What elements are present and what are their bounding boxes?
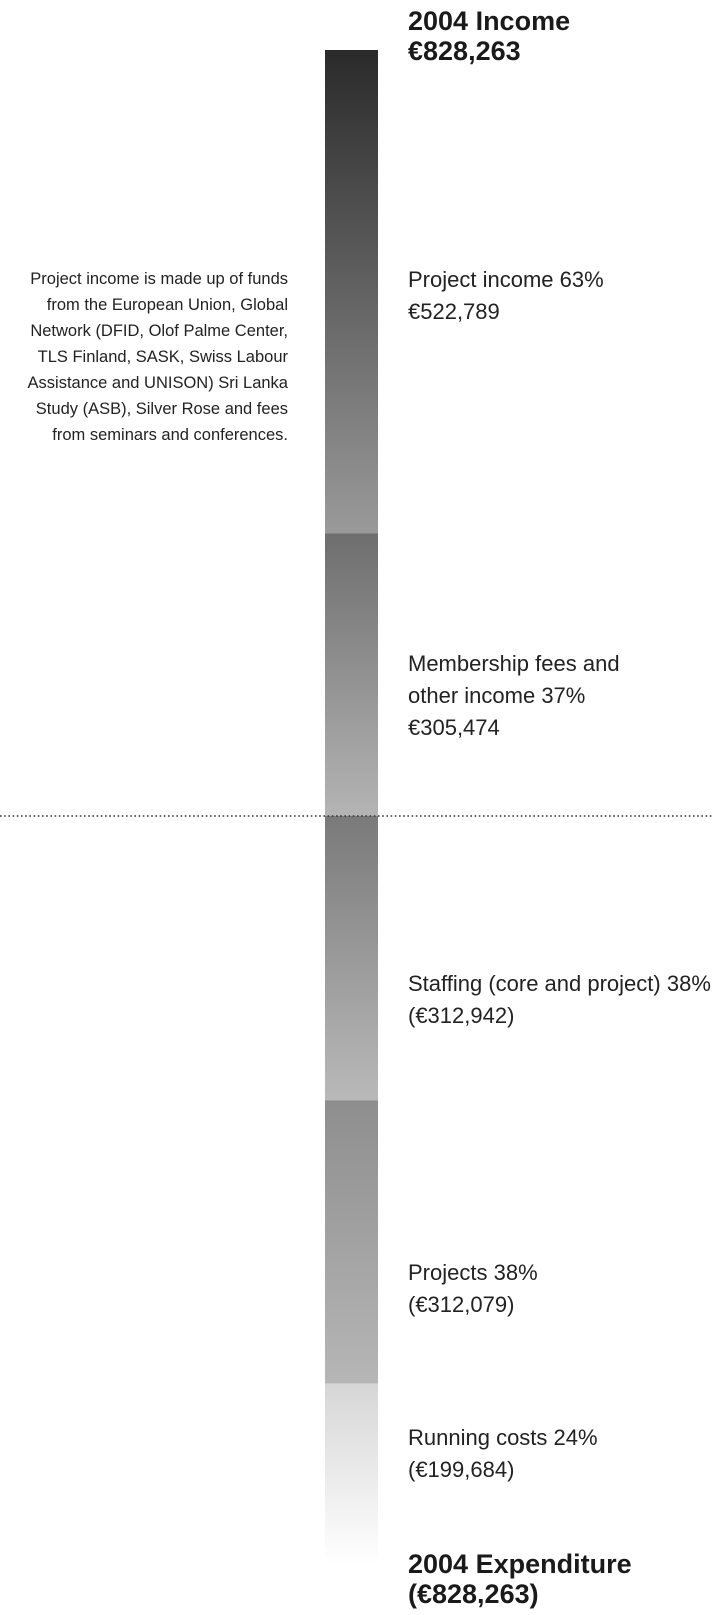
project-income-note: Project income is made up of funds from …: [27, 270, 288, 444]
expenditure-heading: 2004 Expenditure (€828,263): [408, 1549, 632, 1609]
segment-amount: (€199,684): [408, 1457, 515, 1482]
segment-label-running-costs: Running costs 24% (€199,684): [408, 1422, 598, 1486]
segment-label-membership-fees: Membership fees and other income 37% €30…: [408, 648, 620, 744]
bar-segment-income-1: [325, 533, 378, 816]
segment-label-staffing: Staffing (core and project) 38% (€312,94…: [408, 968, 711, 1032]
bar-segment-expenditure-2: [325, 1383, 378, 1565]
segment-name: Project income: [408, 267, 554, 292]
segment-amount: (€312,942): [408, 1003, 515, 1028]
expenditure-total: (€828,263): [408, 1579, 539, 1609]
expenditure-title: 2004 Expenditure: [408, 1549, 632, 1579]
segment-percent: 63%: [559, 267, 604, 292]
segment-percent: 38%: [666, 971, 711, 996]
segment-amount: €522,789: [408, 299, 500, 324]
segment-percent: 24%: [553, 1425, 598, 1450]
segment-name: Projects: [408, 1260, 488, 1285]
income-total: €828,263: [408, 36, 521, 66]
segment-name: Running costs: [408, 1425, 548, 1450]
segment-name-line1: Membership fees and: [408, 651, 620, 676]
segment-label-projects: Projects 38% (€312,079): [408, 1257, 538, 1321]
segment-label-project-income: Project income 63% €522,789: [408, 264, 604, 328]
segment-name-line2: other income: [408, 683, 536, 708]
income-title: 2004 Income: [408, 6, 571, 36]
segment-amount: €305,474: [408, 715, 500, 740]
income-heading: 2004 Income €828,263: [408, 6, 570, 66]
segment-percent: 37%: [541, 683, 586, 708]
bar-segment-income-0: [325, 50, 378, 534]
bar-segment-expenditure-1: [325, 1100, 378, 1384]
segment-amount: (€312,079): [408, 1292, 515, 1317]
segment-percent: 38%: [493, 1260, 538, 1285]
bar-segment-expenditure-0: [325, 816, 378, 1101]
segment-name: Staffing (core and project): [408, 971, 661, 996]
